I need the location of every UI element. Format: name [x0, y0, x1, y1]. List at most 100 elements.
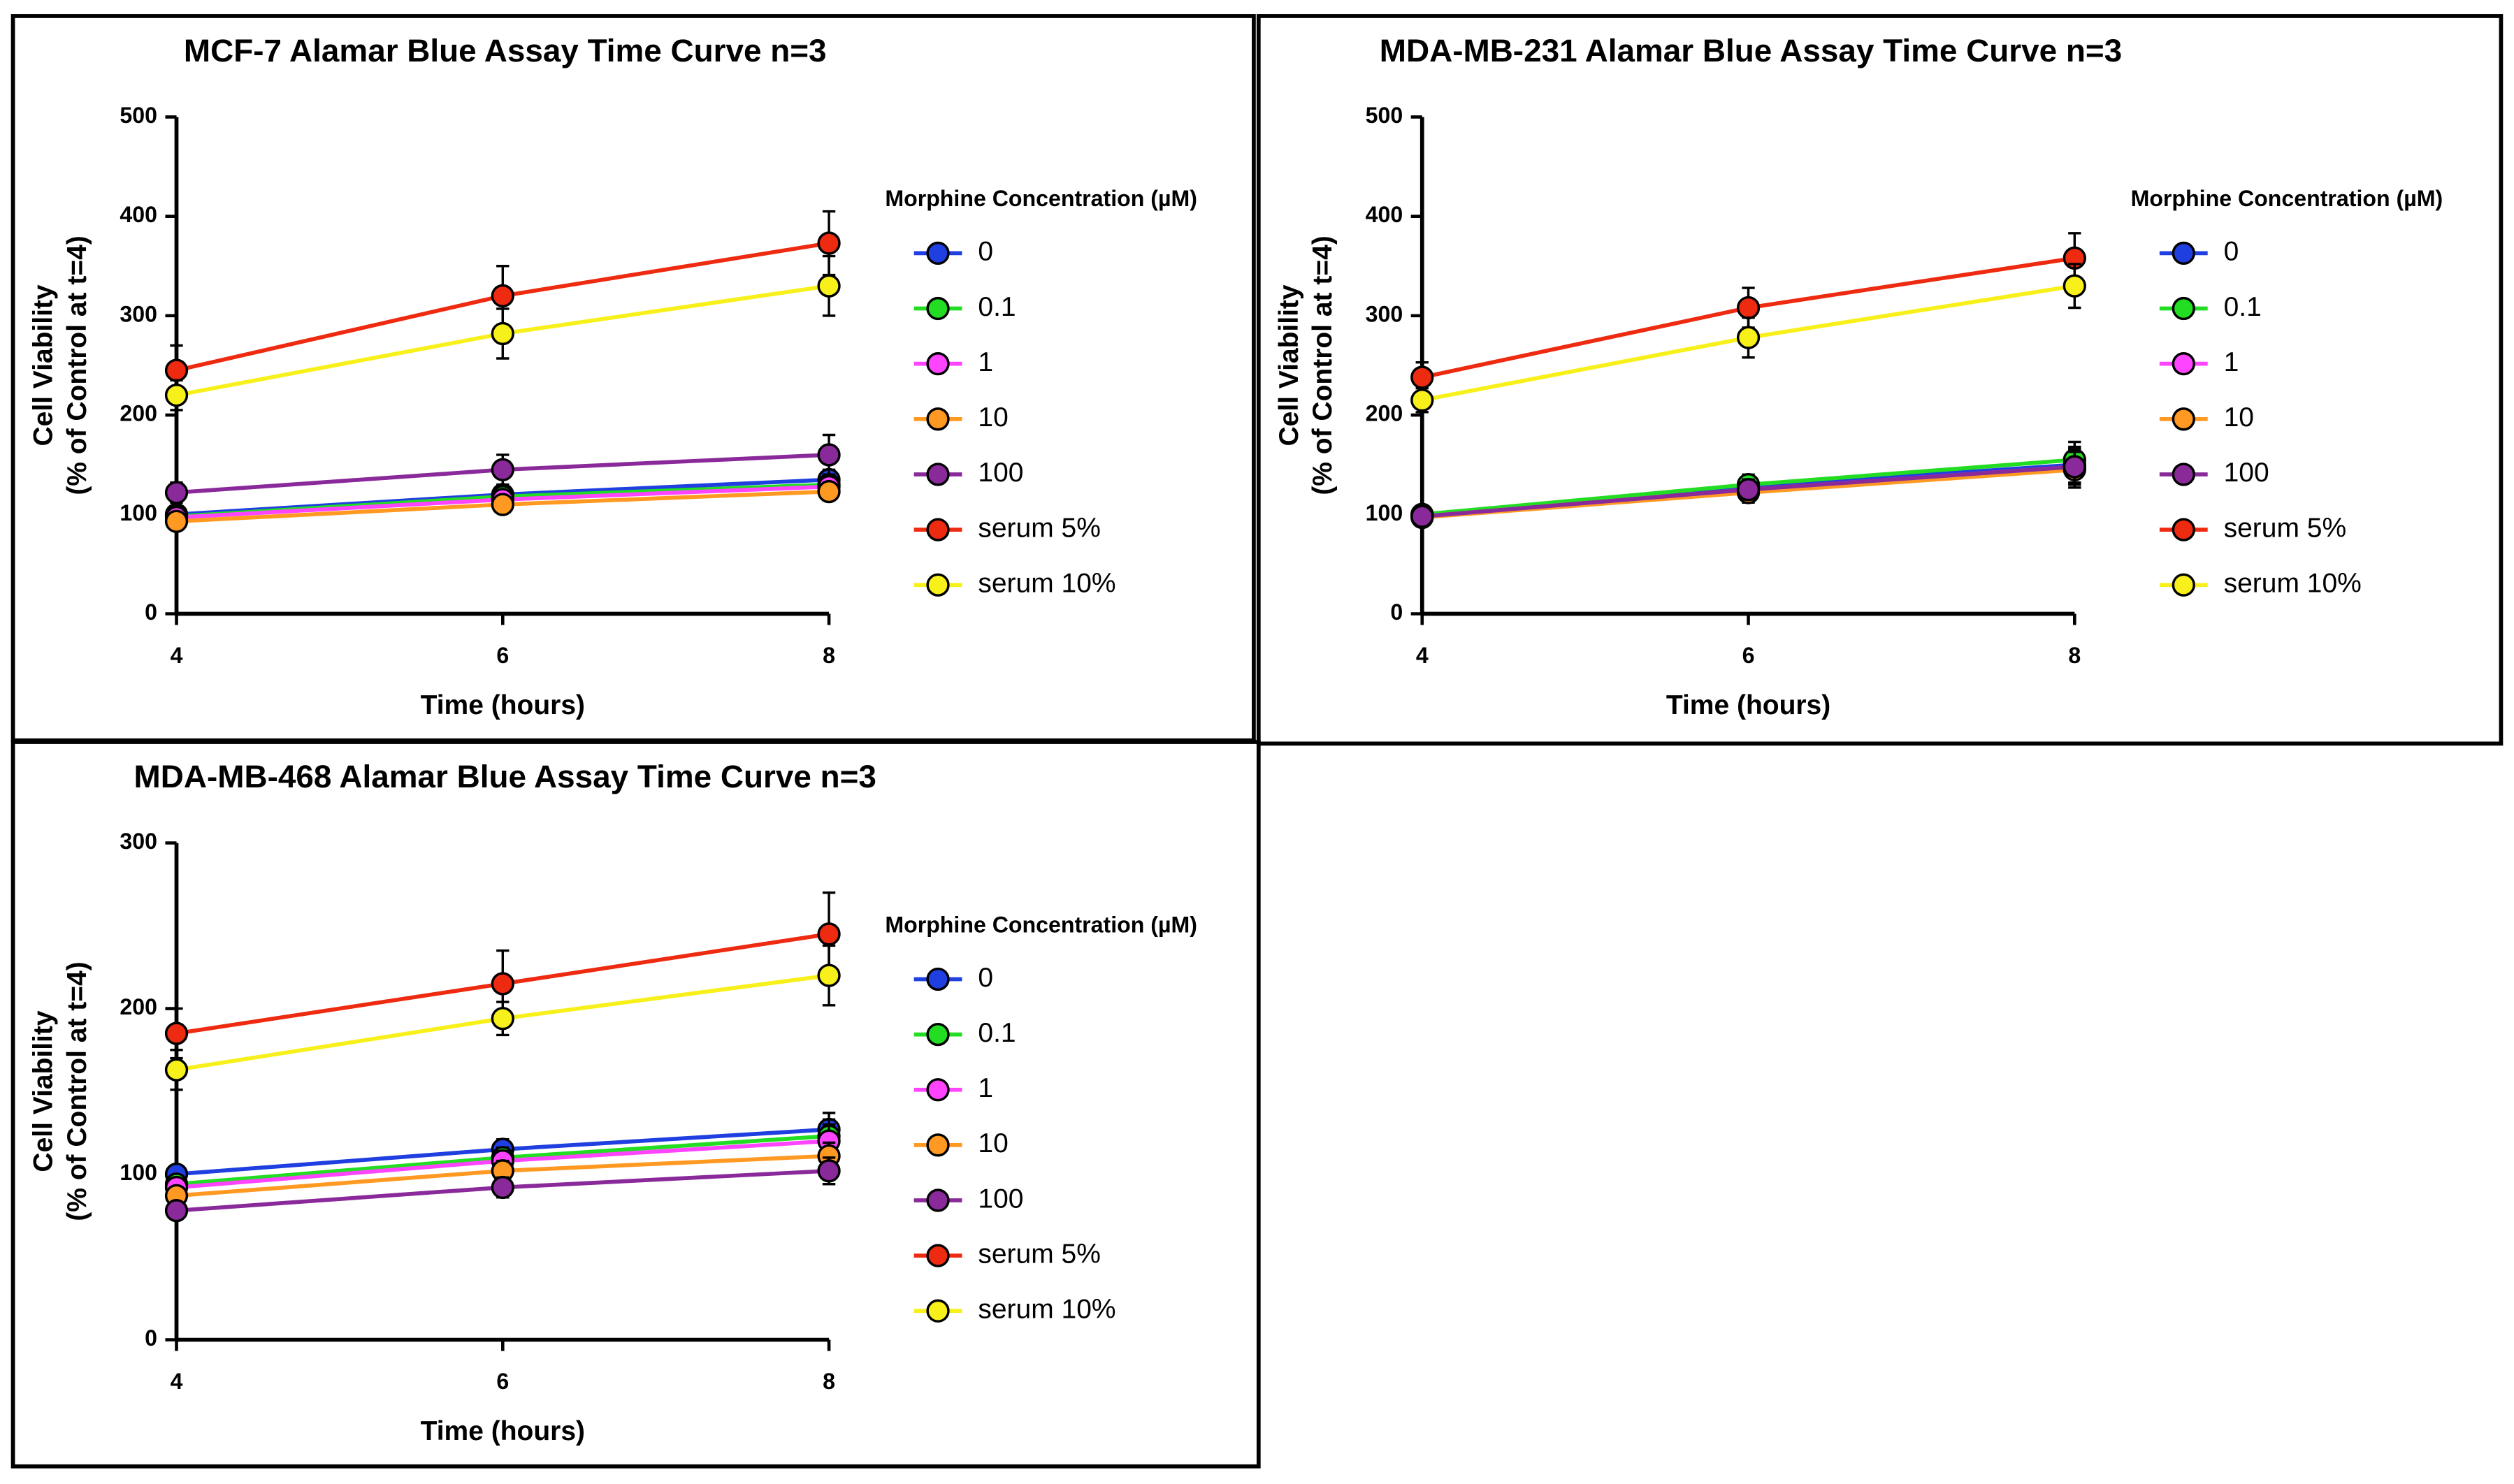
legend-label: 10: [2224, 402, 2254, 432]
chart-panel: MCF-7 Alamar Blue Assay Time Curve n=3 0 1…: [29, 32, 1197, 720]
data-point: [817, 274, 841, 298]
data-point: [1736, 326, 1761, 349]
y-axis-label: (% of Control at t=4): [62, 235, 92, 495]
y-tick-label: 100: [120, 1160, 157, 1185]
data-point: [2063, 274, 2086, 298]
data-point: [491, 1007, 514, 1031]
y-axis-label: (% of Control at t=4): [1308, 235, 1338, 495]
legend-label: serum 5%: [2224, 513, 2347, 543]
chart-title: MDA-MB-468 Alamar Blue Assay Time Curve …: [134, 758, 876, 794]
legend-marker: [2172, 407, 2195, 431]
legend-marker: [926, 407, 950, 431]
y-tick-label: 300: [120, 301, 157, 326]
y-axis-label: (% of Control at t=4): [62, 961, 92, 1221]
legend-marker: [926, 352, 950, 376]
x-tick-label: 4: [1416, 643, 1429, 668]
data-point: [1736, 478, 1761, 502]
data-point: [817, 443, 841, 467]
panel-border: [10, 740, 1261, 1469]
data-point: [491, 1175, 514, 1200]
legend-marker: [2172, 463, 2195, 486]
x-axis-label: Time (hours): [1666, 690, 1830, 720]
data-point: [817, 963, 841, 987]
legend-marker: [926, 296, 950, 321]
y-tick-label: 100: [1366, 500, 1403, 525]
x-tick-label: 6: [496, 643, 509, 668]
data-point: [1410, 504, 1434, 528]
y-tick-label: 0: [1390, 599, 1403, 625]
data-point: [491, 321, 514, 346]
legend-marker: [926, 1299, 950, 1323]
data-point: [491, 284, 514, 308]
legend-marker: [2172, 241, 2195, 265]
legend-label: 100: [2224, 458, 2269, 488]
y-tick-label: 300: [1366, 301, 1403, 326]
legend-marker: [926, 518, 950, 541]
chart-panel: MDA-MB-468 Alamar Blue Assay Time Curve …: [29, 758, 1197, 1446]
x-tick-label: 8: [823, 1369, 835, 1394]
legend-label: serum 10%: [2224, 569, 2362, 599]
legend-title: Morphine Concentration (µM): [2131, 186, 2443, 211]
data-point: [491, 458, 514, 481]
legend-marker: [926, 241, 950, 265]
y-tick-label: 200: [1366, 401, 1403, 426]
data-point: [817, 922, 841, 946]
data-point: [2063, 455, 2086, 479]
chart-title: MDA-MB-231 Alamar Blue Assay Time Curve …: [1380, 32, 2122, 68]
y-tick-label: 0: [145, 599, 157, 625]
x-tick-label: 6: [496, 1369, 509, 1394]
data-point: [164, 481, 189, 504]
x-axis-label: Time (hours): [421, 1416, 585, 1446]
data-point: [491, 972, 514, 996]
x-tick-label: 4: [171, 643, 183, 668]
y-tick-label: 200: [120, 994, 157, 1019]
legend-title: Morphine Concentration (µM): [885, 912, 1197, 937]
legend-marker: [926, 1022, 950, 1047]
legend-marker: [926, 1078, 950, 1102]
y-axis-label: Cell Viability: [29, 1010, 59, 1172]
x-tick-label: 6: [1742, 643, 1755, 668]
panel-border: [1256, 14, 2504, 746]
y-tick-label: 500: [1366, 103, 1403, 128]
x-axis-label: Time (hours): [421, 690, 585, 720]
y-tick-label: 0: [145, 1325, 157, 1351]
y-tick-label: 400: [1366, 202, 1403, 227]
legend-label: serum 10%: [978, 569, 1115, 599]
y-tick-label: 200: [120, 401, 157, 426]
legend-label: 1: [978, 1073, 993, 1103]
data-point: [164, 358, 189, 382]
y-axis-label: Cell Viability: [29, 284, 59, 446]
data-point: [817, 1159, 841, 1183]
legend-label: serum 10%: [978, 1295, 1115, 1325]
data-point: [164, 1021, 189, 1045]
x-tick-label: 8: [2068, 643, 2081, 668]
legend-label: serum 5%: [978, 1239, 1100, 1269]
legend-label: 0.1: [2224, 292, 2262, 322]
legend-label: 0: [978, 963, 993, 993]
legend-label: 10: [978, 402, 1008, 432]
y-tick-label: 300: [120, 829, 157, 854]
legend-marker: [926, 1188, 950, 1212]
data-point: [1410, 365, 1434, 389]
legend-label: 0: [2224, 237, 2239, 267]
legend-marker: [926, 967, 950, 991]
legend-marker: [926, 1244, 950, 1267]
legend-marker: [926, 1133, 950, 1157]
legend-label: 100: [978, 458, 1023, 488]
legend-label: 0: [978, 237, 993, 267]
y-tick-label: 100: [120, 500, 157, 525]
legend-label: serum 5%: [978, 513, 1100, 543]
legend-label: 0.1: [978, 292, 1016, 322]
y-tick-label: 400: [120, 202, 157, 227]
x-tick-label: 8: [823, 643, 835, 668]
data-point: [1410, 388, 1434, 412]
data-point: [164, 1058, 189, 1082]
data-point: [164, 1199, 189, 1223]
legend-marker: [2172, 296, 2195, 321]
data-point: [817, 231, 841, 255]
legend-label: 100: [978, 1184, 1023, 1214]
legend-marker: [2172, 352, 2195, 376]
x-tick-label: 4: [171, 1369, 183, 1394]
legend-marker: [926, 463, 950, 486]
